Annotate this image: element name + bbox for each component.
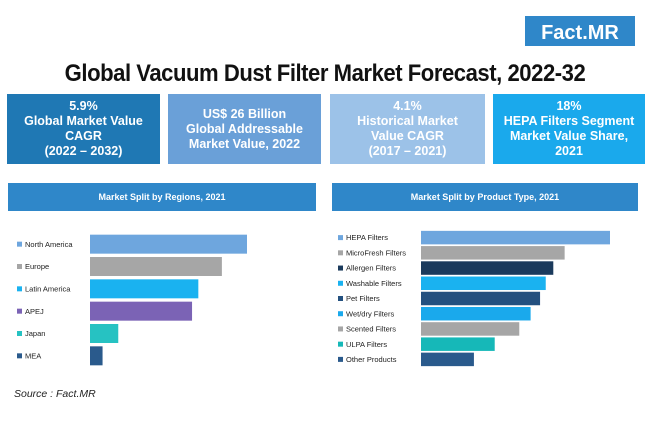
legend-swatch bbox=[17, 308, 22, 314]
regions-chart-title: Market Split by Regions, 2021 bbox=[8, 183, 316, 211]
category-label: ULPA Filters bbox=[346, 340, 387, 349]
bar bbox=[90, 301, 193, 321]
legend-swatch bbox=[17, 286, 22, 292]
bar bbox=[421, 352, 474, 367]
bar bbox=[90, 324, 119, 343]
legend-swatch bbox=[17, 241, 22, 247]
category-label: Wet/dry Filters bbox=[346, 309, 394, 318]
source-note: Source : Fact.MR bbox=[14, 388, 96, 400]
legend-swatch bbox=[338, 235, 343, 241]
bar bbox=[421, 306, 531, 321]
category-label: MEA bbox=[25, 351, 41, 360]
category-label: North America bbox=[25, 240, 73, 249]
legend-swatch bbox=[338, 265, 343, 271]
category-label: Allergen Filters bbox=[346, 264, 396, 273]
category-label: Other Products bbox=[346, 355, 397, 364]
legend-swatch bbox=[338, 250, 343, 256]
kpi-hepa-share: 18% HEPA Filters Segment Market Value Sh… bbox=[493, 94, 645, 164]
kpi-historical-cagr: 4.1% Historical Market Value CAGR (2017 … bbox=[330, 94, 485, 164]
legend-swatch bbox=[17, 264, 22, 269]
logo-accent-bar bbox=[525, 16, 635, 20]
legend-swatch bbox=[17, 331, 22, 336]
bar bbox=[421, 322, 520, 336]
category-label: Scented Filters bbox=[346, 325, 396, 334]
bar bbox=[90, 346, 103, 366]
category-label: Latin America bbox=[25, 284, 71, 293]
legend-swatch bbox=[338, 296, 343, 301]
legend-swatch bbox=[338, 311, 343, 317]
bar bbox=[421, 230, 610, 245]
bar bbox=[90, 279, 199, 299]
legend-swatch bbox=[338, 341, 343, 347]
category-label: Pet Filters bbox=[346, 294, 380, 303]
page-title: Global Vacuum Dust Filter Market Forecas… bbox=[64, 60, 586, 87]
bar bbox=[90, 234, 247, 254]
category-label: Japan bbox=[25, 329, 45, 338]
legend-swatch bbox=[338, 326, 343, 332]
category-label: Washable Filters bbox=[346, 279, 402, 288]
legend-swatch bbox=[338, 356, 343, 362]
bar bbox=[90, 257, 222, 276]
kpi-market-cagr: 5.9% Global Market Value CAGR (2022 – 20… bbox=[7, 94, 160, 164]
legend-swatch bbox=[338, 280, 343, 286]
product-chart-title: Market Split by Product Type, 2021 bbox=[332, 183, 638, 211]
bar bbox=[421, 291, 541, 306]
kpi-market-value: US$ 26 Billion Global Addressable Market… bbox=[168, 94, 321, 164]
category-label: HEPA Filters bbox=[346, 233, 388, 242]
bar bbox=[421, 337, 495, 351]
category-label: MicroFresh Filters bbox=[346, 248, 406, 257]
bar bbox=[421, 246, 565, 260]
brand-logo: Fact.MR bbox=[525, 20, 635, 46]
bar bbox=[421, 276, 546, 291]
category-label: APEJ bbox=[25, 307, 44, 316]
category-label: Europe bbox=[25, 262, 49, 271]
legend-swatch bbox=[17, 353, 22, 359]
bar bbox=[421, 261, 554, 275]
